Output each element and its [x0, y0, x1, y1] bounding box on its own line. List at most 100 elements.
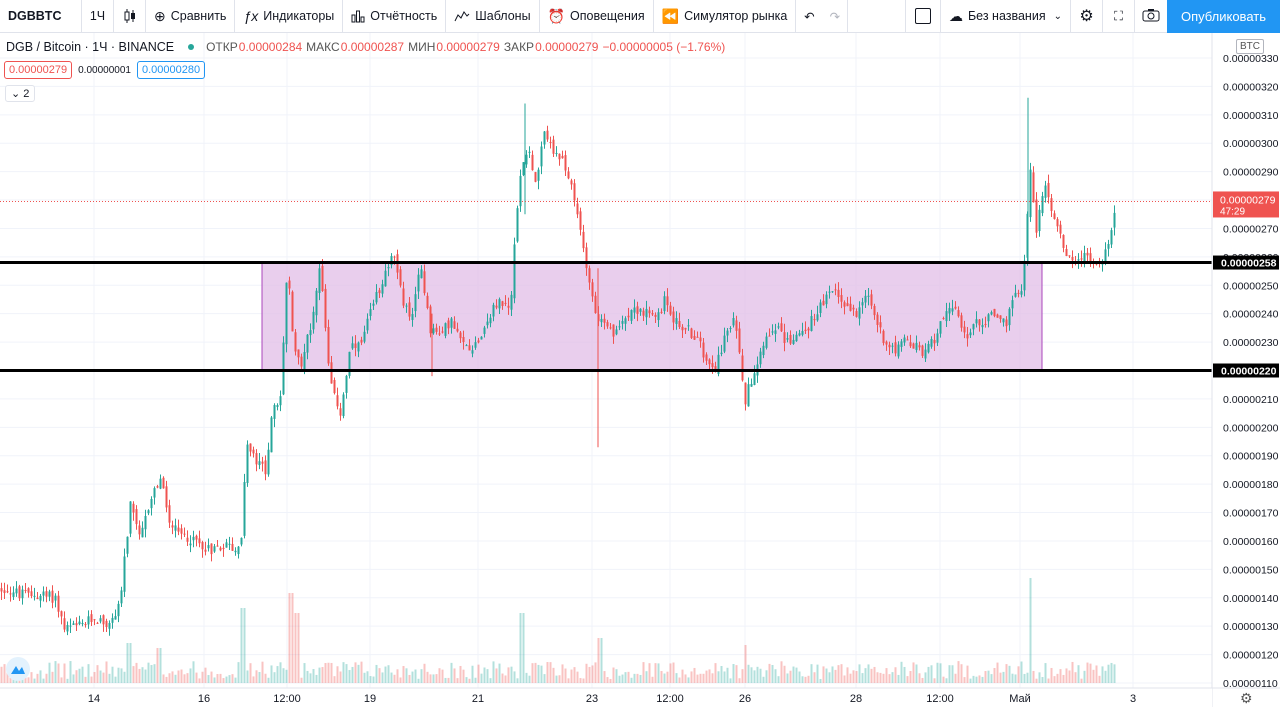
candle-body	[171, 525, 174, 528]
candle-body	[519, 175, 522, 207]
candle-body	[627, 315, 630, 318]
volume-bar	[1101, 666, 1104, 683]
fullscreen-button[interactable]: ⛶	[1103, 0, 1135, 33]
volume-bar	[858, 664, 861, 683]
candle-body	[546, 130, 549, 140]
candle-body	[1011, 300, 1014, 309]
time-axis[interactable]	[0, 688, 1212, 707]
volume-bar	[570, 669, 573, 683]
candle-body	[783, 332, 786, 343]
candle-body	[567, 171, 570, 179]
candle-body	[690, 328, 693, 338]
currency-badge[interactable]: BTC	[1236, 39, 1264, 54]
candle-body	[126, 536, 129, 554]
candle-body	[456, 328, 459, 332]
volume-bar	[204, 667, 207, 683]
indicators-button[interactable]: ƒx Индикаторы	[235, 0, 344, 33]
chart-style-button[interactable]	[114, 0, 146, 33]
volume-bar	[585, 663, 588, 683]
volume-bar	[129, 643, 132, 683]
replay-button[interactable]: ⏪ Симулятор рынка	[654, 0, 797, 33]
volume-bar	[714, 663, 717, 683]
volume-bar	[939, 663, 942, 683]
fullscreen-mode-button[interactable]	[904, 0, 941, 33]
price-tick-label: 0.00000140	[1223, 593, 1279, 605]
candle-body	[249, 443, 252, 452]
candle-body	[609, 327, 612, 329]
volume-bar	[876, 672, 879, 683]
volume-bar	[945, 678, 948, 683]
volume-bar	[465, 677, 468, 683]
sell-button[interactable]: 0.00000279	[4, 61, 73, 79]
candle-body	[843, 302, 846, 307]
candle-body	[327, 327, 330, 364]
top-toolbar: DGBBTC 1Ч ⊕ Сравнить ƒx Индикаторы Отчётно…	[0, 0, 1280, 33]
volume-bar	[582, 678, 585, 683]
candle-body	[771, 331, 774, 333]
candle-body	[984, 323, 987, 325]
candle-body	[78, 621, 81, 625]
snapshot-button[interactable]	[1135, 0, 1167, 33]
volume-bar	[117, 667, 120, 683]
candle-body	[732, 318, 735, 326]
volume-bar	[489, 678, 492, 683]
candle-body	[798, 333, 801, 336]
volume-bar	[651, 676, 654, 683]
volume-bar	[114, 676, 117, 683]
volume-bar	[168, 673, 171, 683]
candle-body	[177, 527, 180, 532]
layout-button[interactable]: ☁ Без названия ⌄	[941, 0, 1071, 33]
volume-bar	[786, 673, 789, 683]
candle-body	[54, 595, 57, 601]
candle-body	[510, 294, 513, 310]
volume-bar	[189, 668, 192, 683]
buy-button[interactable]: 0.00000280	[136, 61, 206, 79]
volume-bar	[75, 670, 78, 683]
volume-bar	[1008, 665, 1011, 683]
collapse-indicators-button[interactable]: ⌄ 2	[5, 85, 36, 102]
price-chart[interactable]: 0.00000330 0.00000320 0.00000310 0.00000300…	[0, 33, 1280, 707]
price-tick-label: 0.00000290	[1223, 167, 1279, 179]
volume-bar	[156, 648, 159, 683]
range-zone-rectangle[interactable]	[261, 262, 1043, 371]
volume-bar	[0, 666, 3, 683]
candle-body	[1107, 244, 1110, 249]
time-tick-label: 12:00	[926, 693, 954, 705]
candle-body	[729, 328, 732, 330]
settings-button[interactable]: ⚙	[1071, 0, 1103, 33]
volume-bar	[555, 675, 558, 683]
financials-button[interactable]: Отчётность	[343, 0, 447, 33]
publish-button[interactable]: Опубликовать	[1166, 0, 1280, 33]
volume-bar	[735, 665, 738, 683]
candle-body	[1044, 185, 1047, 198]
interval-button[interactable]: 1Ч	[82, 0, 114, 33]
candle-body	[699, 337, 702, 342]
axis-settings-gear-icon[interactable]: ⚙	[1240, 690, 1253, 706]
volume-bar	[678, 677, 681, 683]
templates-button[interactable]: Шаблоны	[446, 0, 540, 33]
volume-bar	[846, 667, 849, 683]
candle-body	[1047, 182, 1050, 198]
volume-bar	[1029, 578, 1032, 683]
compare-button[interactable]: ⊕ Сравнить	[146, 0, 236, 33]
undo-button[interactable]: ↶	[796, 0, 822, 33]
symbol-button[interactable]: DGBBTC	[0, 0, 82, 33]
candle-body	[300, 356, 303, 367]
tradingview-logo-icon[interactable]	[6, 657, 30, 681]
redo-button[interactable]: ↷	[822, 0, 849, 33]
volume-bar	[3, 664, 6, 683]
candle-body	[1029, 169, 1032, 218]
candle-body	[888, 344, 891, 348]
volume-bar	[165, 676, 168, 683]
volume-bar	[246, 670, 249, 683]
candle-body	[861, 302, 864, 306]
alerts-button[interactable]: ⏰ Оповещения	[540, 0, 654, 33]
volume-bar	[624, 672, 627, 683]
candle-body	[186, 537, 189, 542]
candle-body	[123, 556, 126, 592]
candle-body	[999, 315, 1002, 320]
candle-body	[444, 323, 447, 336]
candle-body	[243, 482, 246, 536]
gear-icon: ⚙	[1079, 8, 1094, 25]
series-title[interactable]: DGB / Bitcoin · 1Ч · BINANCE	[6, 40, 175, 54]
